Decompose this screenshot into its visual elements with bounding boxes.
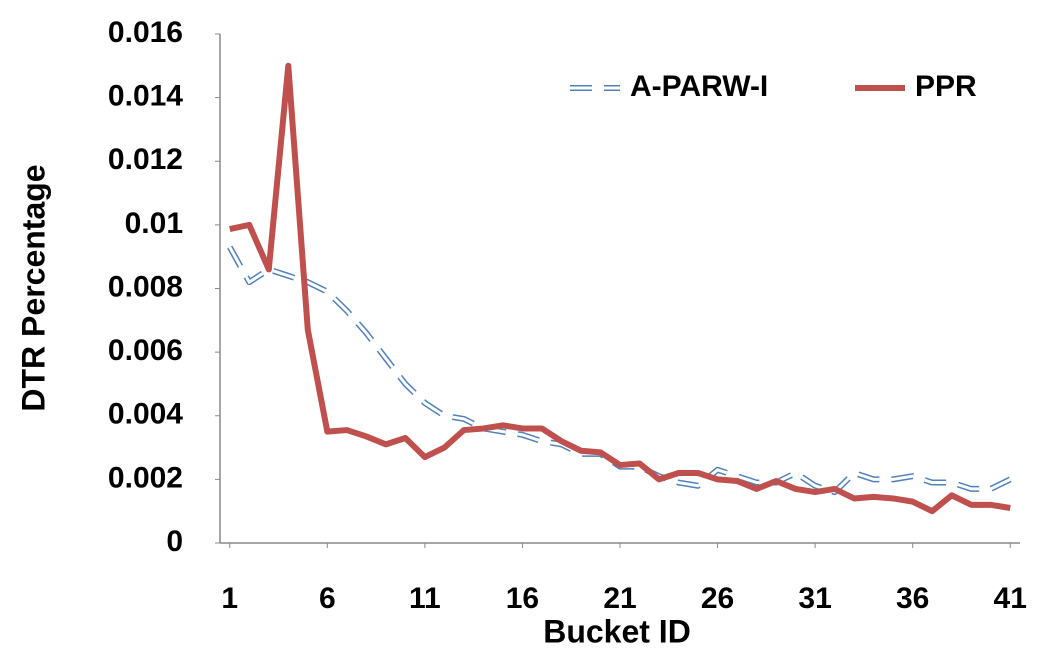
series-line: [229, 62, 1011, 515]
x-axis-label: Bucket ID: [543, 613, 691, 649]
x-tick-label: 26: [701, 582, 734, 615]
y-tick-label: 0.002: [108, 461, 183, 494]
x-tick-label: 11: [409, 582, 441, 615]
x-tick-label: 31: [798, 582, 831, 615]
x-tick-label: 36: [896, 582, 929, 615]
legend-label: A-PARW-I: [630, 70, 768, 103]
y-axis-label: DTR Percentage: [15, 164, 51, 411]
x-tick-label: 41: [994, 582, 1027, 615]
y-tick-label: 0.01: [125, 207, 183, 240]
x-tick-label: 21: [603, 582, 636, 615]
legend-label: PPR: [915, 70, 977, 103]
x-tick-label: 1: [221, 582, 238, 615]
x-tick-label: 6: [319, 582, 336, 615]
y-tick-label: 0: [166, 525, 183, 558]
x-tick-label: 16: [506, 582, 539, 615]
y-tick-label: 0.016: [108, 16, 183, 49]
y-tick-label: 0.012: [108, 143, 183, 176]
y-tick-label: 0.008: [108, 270, 183, 303]
y-tick-label: 0.006: [108, 334, 183, 367]
series-line: [227, 245, 1012, 496]
y-tick-label: 0.014: [108, 80, 183, 113]
y-tick-label: 0.004: [108, 398, 183, 431]
series-line-inner: [228, 246, 1011, 494]
